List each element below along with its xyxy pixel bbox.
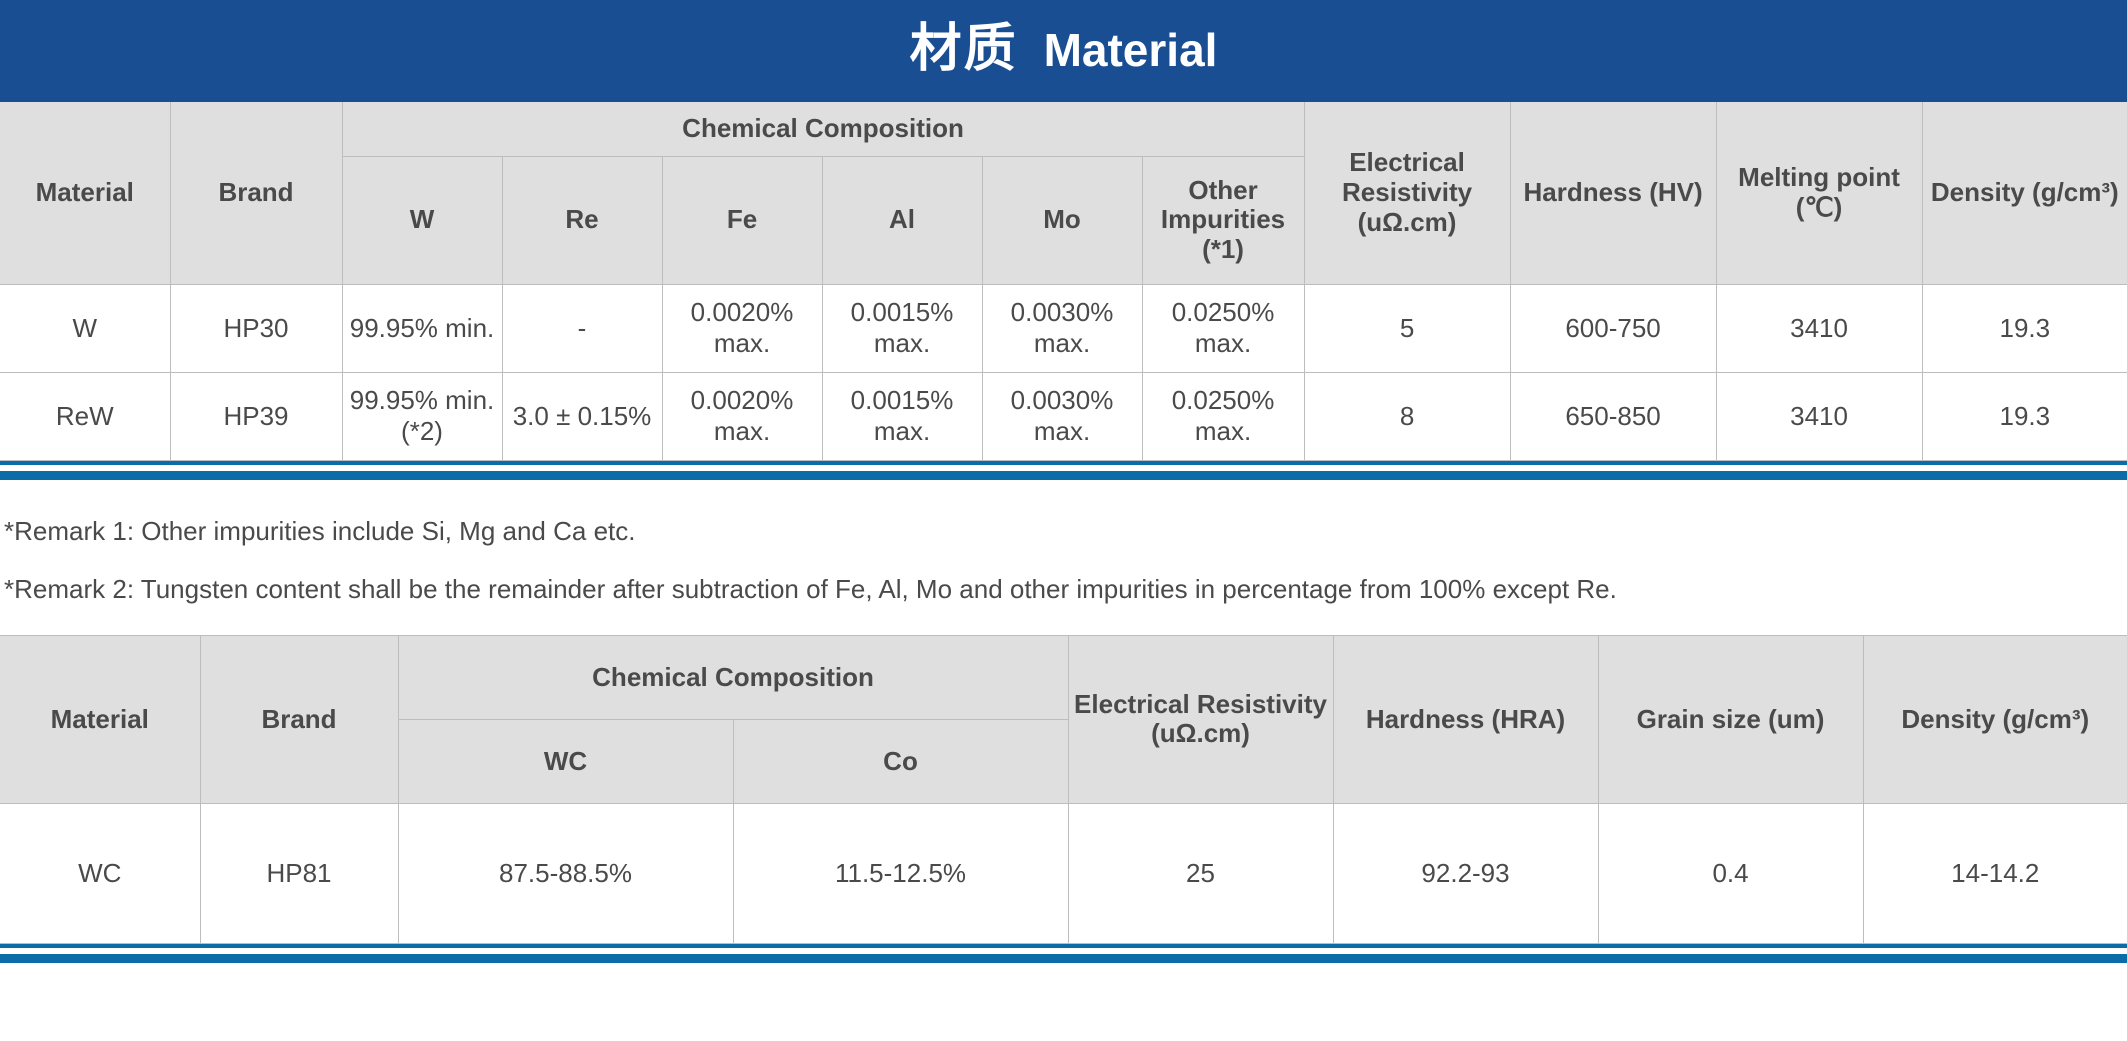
tungsten-properties-table: Material Brand Chemical Composition Elec… [0, 102, 2127, 461]
t2-col-grain-size: Grain size (um) [1597, 634, 1864, 804]
t2-col-hardness: Hardness (HRA) [1332, 634, 1599, 804]
t1-r1-other-impurities: 0.0250% max. [1141, 371, 1305, 461]
page-title-chinese: 材质 [909, 20, 1018, 78]
t1-col-al: Al [821, 155, 983, 285]
t1-r1-fe: 0.0020% max. [661, 371, 823, 461]
page-title-english: Material [1043, 24, 1218, 76]
remarks-block: *Remark 1: Other impurities include Si, … [0, 480, 2127, 635]
t1-r0-al: 0.0015% max. [821, 283, 983, 373]
t1-col-other-impurities: Other Impurities (*1) [1141, 155, 1305, 285]
t1-r0-density: 19.3 [1921, 283, 2127, 373]
t1-r0-mo: 0.0030% max. [981, 283, 1143, 373]
t2-r0-brand: HP81 [199, 802, 399, 944]
t2-r0-co: 11.5-12.5% [732, 802, 1069, 944]
t1-col-melting-point: Melting point (℃) [1715, 102, 1923, 285]
t1-col-electrical-resistivity: Electrical Resistivity (uΩ.cm) [1303, 102, 1511, 285]
t1-col-fe: Fe [661, 155, 823, 285]
divider-thin-line [0, 943, 2127, 948]
t1-col-mo: Mo [981, 155, 1143, 285]
divider-gap [0, 947, 2127, 954]
t1-r0-fe: 0.0020% max. [661, 283, 823, 373]
t1-r0-re: - [501, 283, 663, 373]
divider-thick-line [0, 953, 2127, 963]
t2-r0-grain-size: 0.4 [1597, 802, 1864, 944]
t1-col-hardness: Hardness (HV) [1509, 102, 1717, 285]
t2-col-wc: WC [398, 718, 734, 804]
t2-r0-material: WC [0, 802, 201, 944]
t1-r1-material: ReW [0, 371, 171, 461]
t1-r1-electrical-resistivity: 8 [1303, 371, 1511, 461]
table-row: ReW HP39 99.95% min. (*2) 3.0 ± 0.15% 0.… [0, 371, 2127, 461]
t1-col-re: Re [501, 155, 663, 285]
section-divider-top [0, 460, 2127, 480]
t1-r1-re: 3.0 ± 0.15% [501, 371, 663, 461]
t1-r0-material: W [0, 283, 171, 373]
t1-col-material: Material [0, 102, 171, 285]
t2-r0-wc: 87.5-88.5% [397, 802, 734, 944]
t2-r0-electrical-resistivity: 25 [1067, 802, 1334, 944]
t1-col-brand: Brand [169, 102, 343, 285]
t2-col-material: Material [0, 634, 201, 804]
section-divider-bottom [0, 943, 2127, 963]
t1-r0-brand: HP30 [169, 283, 343, 373]
t2-r0-hardness: 92.2-93 [1332, 802, 1599, 944]
t2-col-brand: Brand [199, 634, 399, 804]
t1-r1-melting-point: 3410 [1715, 371, 1923, 461]
t1-r0-other-impurities: 0.0250% max. [1141, 283, 1305, 373]
t2-col-co: Co [732, 718, 1069, 804]
t1-r0-melting-point: 3410 [1715, 283, 1923, 373]
table-row: W HP30 99.95% min. - 0.0020% max. 0.0015… [0, 283, 2127, 373]
t2-r0-density: 14-14.2 [1862, 802, 2127, 944]
t1-col-density: Density (g/cm³) [1921, 102, 2127, 285]
t1-r1-al: 0.0015% max. [821, 371, 983, 461]
t1-r1-mo: 0.0030% max. [981, 371, 1143, 461]
t1-col-w: W [342, 155, 503, 285]
divider-thin-line [0, 460, 2127, 465]
page-title-banner: 材质 Material [0, 0, 2127, 102]
t2-group-chemical-composition: Chemical Composition [397, 634, 1069, 720]
t1-r0-w: 99.95% min. [341, 283, 503, 373]
remark-2: *Remark 2: Tungsten content shall be the… [4, 573, 1617, 604]
t1-r0-electrical-resistivity: 5 [1303, 283, 1511, 373]
table-row: WC HP81 87.5-88.5% 11.5-12.5% 25 92.2-93… [0, 802, 2127, 944]
tungsten-carbide-properties-table: Material Brand Chemical Composition Elec… [0, 634, 2127, 944]
remark-1: *Remark 1: Other impurities include Si, … [4, 515, 636, 546]
divider-thick-line [0, 470, 2127, 480]
t2-col-density: Density (g/cm³) [1862, 634, 2127, 804]
t1-group-chemical-composition: Chemical Composition [341, 102, 1305, 157]
t1-r1-brand: HP39 [169, 371, 343, 461]
t1-r1-hardness: 650-850 [1509, 371, 1717, 461]
t1-r1-w: 99.95% min. (*2) [341, 371, 503, 461]
t1-r0-hardness: 600-750 [1509, 283, 1717, 373]
t1-r1-density: 19.3 [1921, 371, 2127, 461]
banner-title-group: 材质 Material [910, 23, 1218, 75]
t2-col-electrical-resistivity: Electrical Resistivity (uΩ.cm) [1067, 634, 1334, 804]
divider-gap [0, 464, 2127, 471]
